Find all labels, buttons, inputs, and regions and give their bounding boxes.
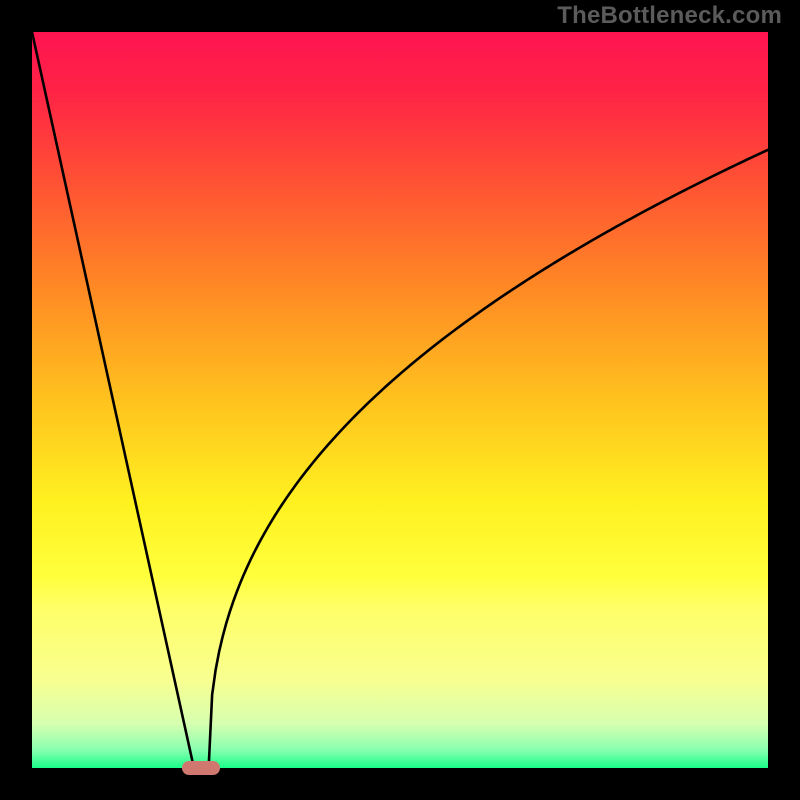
minimum-marker bbox=[182, 761, 220, 775]
watermark-text: TheBottleneck.com bbox=[557, 2, 782, 30]
plot-area bbox=[32, 32, 768, 768]
chart-frame: TheBottleneck.com bbox=[0, 0, 800, 800]
